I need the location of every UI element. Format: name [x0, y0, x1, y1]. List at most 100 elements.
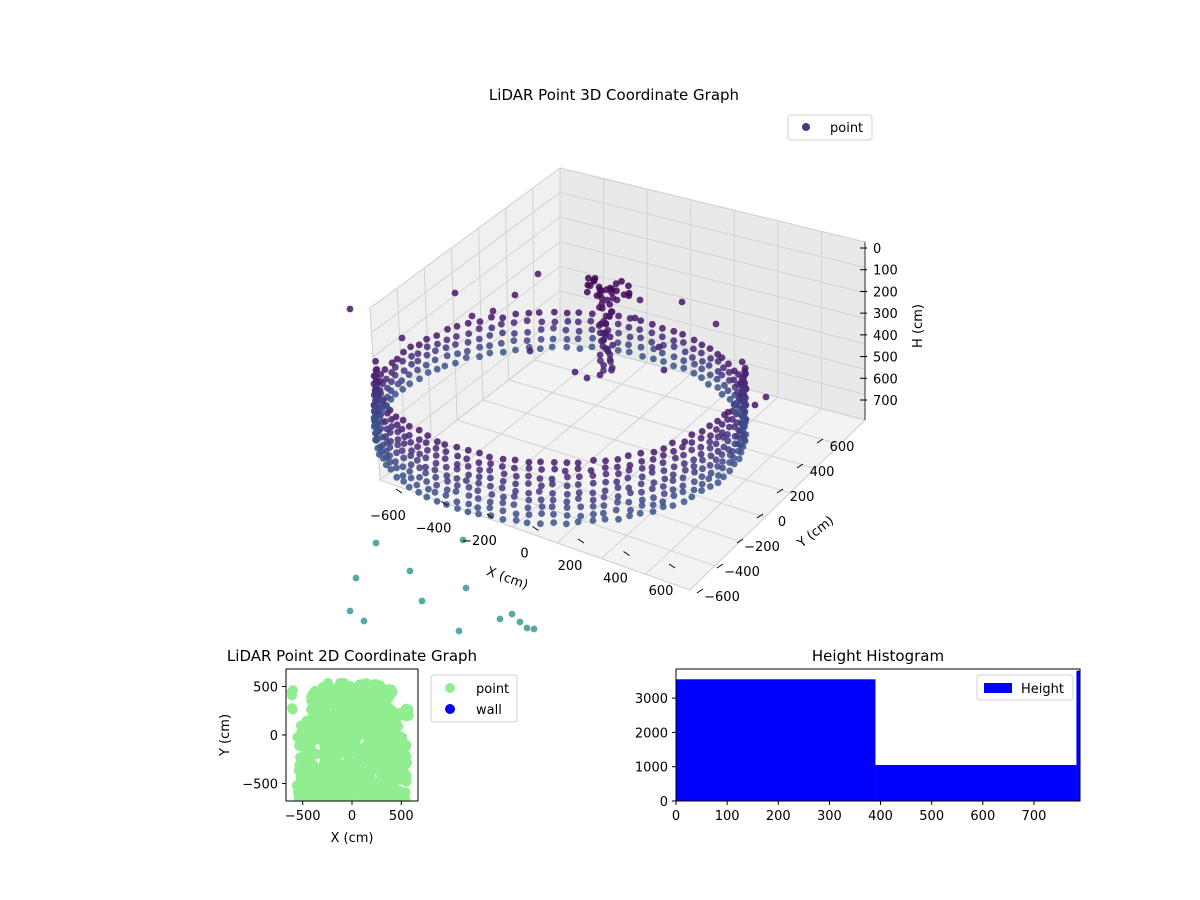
point-3d-487: [452, 359, 459, 367]
point-3d-582: [680, 364, 688, 372]
point-3d-60: [726, 423, 733, 431]
point-3d-260: [486, 453, 493, 461]
point-3d-293: [442, 463, 450, 471]
point-3d-707: [590, 277, 598, 285]
point-3d-705: [613, 287, 620, 295]
point-3d-227: [524, 504, 532, 512]
point-3d-706: [583, 288, 591, 296]
point-3d-342: [393, 473, 401, 481]
point-3d-56: [726, 451, 734, 459]
point-3d-612: [726, 395, 734, 403]
point-3d-320: [416, 450, 424, 458]
point-2d-745: [381, 796, 392, 801]
point-3d-111: [679, 474, 687, 482]
point-3d-396: [372, 437, 380, 444]
point-3d-556: [615, 312, 622, 320]
point-3d-572: [660, 358, 667, 365]
legend-histogram-swatch: [984, 683, 1012, 693]
legend-3d-box: [787, 114, 873, 141]
point-3d-93: [699, 465, 706, 473]
point-2d-769: [348, 769, 359, 779]
histogram-bar-2: [1076, 670, 1080, 801]
point-3d-449: [388, 378, 395, 386]
point-3d-584: [681, 348, 689, 356]
point-3d-414: [373, 426, 381, 433]
x-tick-3d-6: [668, 563, 676, 569]
point-3d-698: [618, 277, 625, 285]
point-2d-741: [342, 692, 352, 703]
point-3d-669: [595, 322, 603, 329]
point-3d-541: [575, 309, 583, 316]
point-3d-283: [453, 475, 461, 482]
x-axis-label-3d: X (cm): [484, 564, 530, 593]
point-2d-730: [386, 760, 397, 771]
point-3d-519: [524, 328, 531, 336]
point-3d-718: [712, 320, 720, 328]
point-3d-712: [489, 307, 497, 315]
point-3d-211: [549, 490, 556, 497]
point-3d-678: [609, 341, 617, 349]
point-3d-107: [688, 431, 696, 439]
point-3d-188: [590, 456, 597, 464]
point-3d-544: [588, 326, 596, 333]
point-3d-334: [399, 472, 407, 479]
point-3d-699: [625, 282, 632, 290]
point-3d-87: [706, 438, 714, 446]
point-3d-337: [398, 447, 406, 455]
point-3d-240: [512, 472, 520, 480]
point-2d-761: [347, 714, 358, 725]
point-3d-552: [614, 347, 622, 354]
point-3d-473: [422, 361, 430, 369]
point-3d-437: [378, 405, 386, 413]
point-3d-535: [564, 318, 572, 325]
point-3d-724: [583, 374, 591, 382]
point-3d-489: [452, 341, 459, 348]
point-2d-737: [396, 741, 407, 752]
point-3d-587: [690, 369, 698, 377]
point-3d-121: [669, 471, 677, 479]
point-3d-711: [468, 312, 476, 320]
point-3d-521: [525, 309, 533, 317]
point-3d-190: [577, 512, 585, 520]
point-3d-498: [476, 343, 483, 351]
point-2d-758: [372, 724, 383, 735]
y-axis-label-3d: Y (cm): [794, 513, 837, 551]
point-3d-558: [625, 341, 632, 349]
chart-2d: LiDAR Point 2D Coordinate Graph −500 0 500…: [218, 647, 518, 846]
z-tick-label-3d-3: 300: [873, 307, 898, 322]
point-3d-138: [648, 485, 656, 493]
point-3d-167: [613, 478, 621, 486]
point-3d-728: [372, 539, 380, 547]
point-3d-244: [499, 507, 507, 515]
chart-histogram: Height Histogram 0 100 200 300 400 500 600 7000…: [635, 647, 1081, 824]
point-3d-710: [451, 289, 459, 297]
x-tick-label-histogram-4: 400: [868, 809, 893, 824]
point-2d-778: [339, 740, 350, 751]
point-3d-110: [679, 482, 687, 490]
point-3d-113: [680, 460, 688, 468]
point-3d-545: [587, 317, 595, 325]
point-3d-205: [561, 467, 569, 475]
y-tick-3d-5: [796, 463, 804, 469]
point-3d-157: [625, 484, 633, 492]
point-3d-37: [735, 447, 742, 455]
point-3d-731: [352, 574, 360, 582]
point-3d-681: [596, 351, 604, 359]
point-2d-675: [363, 770, 373, 781]
point-3d-270: [464, 508, 472, 516]
point-3d-500: [475, 325, 483, 333]
point-3d-160: [626, 461, 634, 469]
point-3d-700: [603, 286, 610, 293]
point-3d-120: [669, 477, 677, 484]
point-3d-579: [670, 343, 678, 351]
x-tick-label-histogram-1: 100: [715, 809, 740, 824]
x-tick-label-3d-6: 600: [649, 584, 674, 599]
z-tick-label-3d-6: 600: [873, 372, 898, 387]
point-3d-241: [511, 464, 518, 472]
point-3d-114: [680, 451, 687, 459]
point-3d-168: [615, 470, 622, 478]
point-3d-253: [486, 504, 494, 512]
point-3d-476: [423, 335, 430, 343]
point-3d-539: [575, 327, 583, 335]
point-2d-714: [312, 764, 323, 775]
